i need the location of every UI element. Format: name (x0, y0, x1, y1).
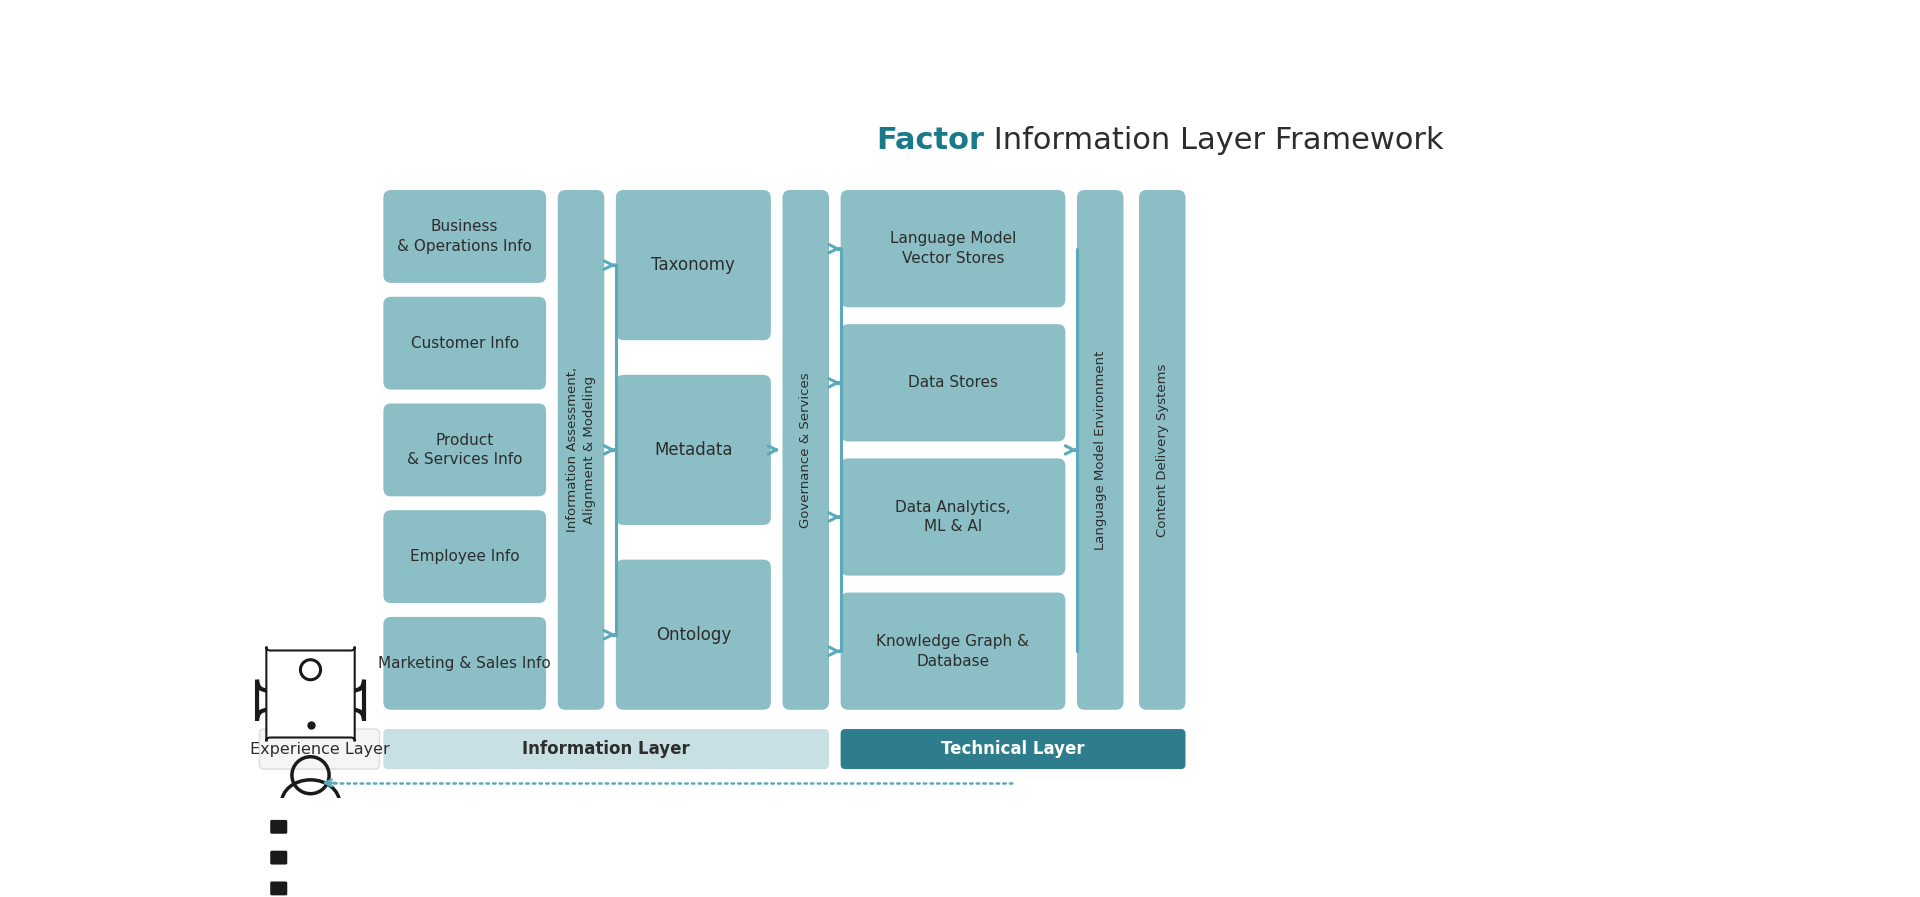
FancyBboxPatch shape (841, 458, 1066, 576)
Text: Data Stores: Data Stores (908, 375, 998, 390)
Text: Product
& Services Info: Product & Services Info (407, 432, 522, 467)
Text: Technical Layer: Technical Layer (941, 740, 1085, 758)
Text: Customer Info: Customer Info (411, 335, 518, 351)
FancyBboxPatch shape (384, 617, 545, 710)
Text: Knowledge Graph &
Database: Knowledge Graph & Database (877, 634, 1029, 668)
FancyBboxPatch shape (616, 375, 770, 525)
Text: Business
& Operations Info: Business & Operations Info (397, 219, 532, 254)
Text: Factor: Factor (876, 126, 983, 155)
FancyBboxPatch shape (841, 324, 1066, 441)
FancyBboxPatch shape (384, 510, 545, 603)
FancyBboxPatch shape (1077, 190, 1123, 710)
FancyBboxPatch shape (271, 820, 288, 833)
Text: Information Assessment,
Alignment & Modeling: Information Assessment, Alignment & Mode… (566, 368, 595, 533)
FancyBboxPatch shape (616, 190, 770, 340)
Text: Language Model
Vector Stores: Language Model Vector Stores (889, 231, 1016, 266)
FancyBboxPatch shape (384, 729, 829, 769)
FancyBboxPatch shape (384, 297, 545, 389)
Text: Governance & Services: Governance & Services (799, 372, 812, 527)
Text: Employee Info: Employee Info (411, 549, 520, 564)
FancyBboxPatch shape (271, 882, 288, 895)
FancyBboxPatch shape (271, 850, 288, 865)
FancyBboxPatch shape (257, 680, 365, 720)
FancyBboxPatch shape (841, 190, 1066, 308)
Text: Taxonomy: Taxonomy (651, 257, 735, 274)
FancyBboxPatch shape (841, 593, 1066, 710)
FancyBboxPatch shape (841, 729, 1185, 769)
Text: Experience Layer: Experience Layer (250, 742, 390, 756)
FancyBboxPatch shape (384, 404, 545, 496)
FancyBboxPatch shape (384, 190, 545, 283)
FancyBboxPatch shape (1139, 190, 1185, 710)
Text: Data Analytics,
ML & AI: Data Analytics, ML & AI (895, 500, 1010, 535)
Text: Metadata: Metadata (655, 441, 733, 459)
Text: Information Layer Framework: Information Layer Framework (983, 126, 1444, 155)
FancyBboxPatch shape (783, 190, 829, 710)
FancyBboxPatch shape (267, 647, 355, 741)
FancyBboxPatch shape (259, 729, 380, 769)
Text: Information Layer: Information Layer (522, 740, 689, 758)
FancyBboxPatch shape (616, 560, 770, 710)
FancyBboxPatch shape (557, 190, 605, 710)
Text: Language Model Environment: Language Model Environment (1094, 350, 1106, 550)
Text: Ontology: Ontology (657, 626, 732, 644)
Text: Marketing & Sales Info: Marketing & Sales Info (378, 656, 551, 671)
Text: Content Delivery Systems: Content Delivery Systems (1156, 363, 1169, 536)
